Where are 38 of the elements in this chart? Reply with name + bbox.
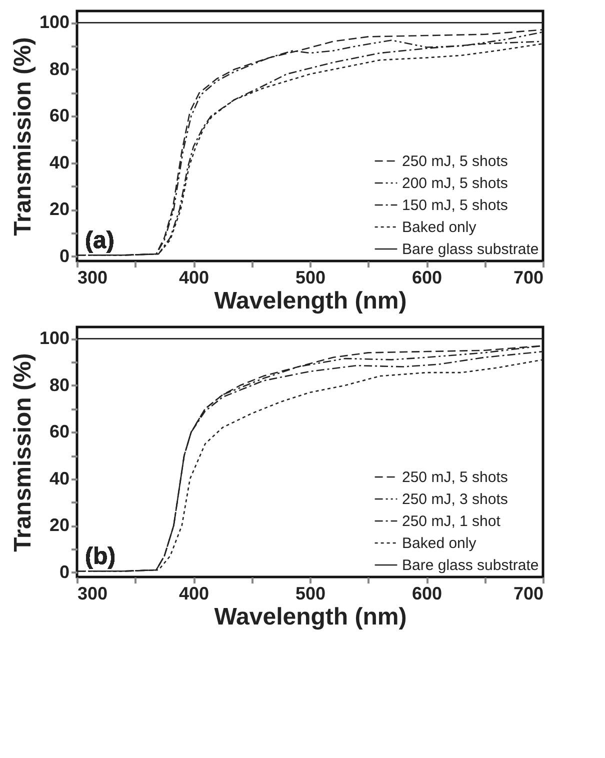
annotation: (b) <box>85 543 116 570</box>
x-tick-label: 700 <box>513 268 544 288</box>
legend-label: 250 mJ, 5 shots <box>402 153 508 170</box>
y-tick-label: 100 <box>39 12 70 32</box>
legend-label: 250 mJ, 1 shot <box>402 513 502 530</box>
y-tick-label: 80 <box>49 374 70 395</box>
x-tick-label: 500 <box>295 584 326 604</box>
legend-label: 250 mJ, 5 shots <box>402 469 508 486</box>
legend-label: Bare glass substrate <box>402 241 539 258</box>
y-tick-label: 0 <box>59 246 70 266</box>
legend-label: Baked only <box>402 535 477 552</box>
y-tick-label: 80 <box>49 58 70 79</box>
y-tick-label: 60 <box>49 422 70 442</box>
y-tick-label: 100 <box>39 328 70 348</box>
x-tick-label: 400 <box>178 268 210 288</box>
y-tick-label: 20 <box>49 199 70 220</box>
x-tick-label: 500 <box>295 268 326 288</box>
y-axis-title: Transmission (%) <box>9 353 36 552</box>
x-tick-label: 300 <box>78 268 108 288</box>
x-axis-title: Wavelength (nm) <box>214 604 407 630</box>
legend-label: 250 mJ, 3 shots <box>402 491 508 508</box>
y-tick-label: 60 <box>49 106 70 126</box>
y-axis-title: Transmission (%) <box>9 37 36 236</box>
legend-label: 200 mJ, 5 shots <box>402 175 508 192</box>
x-tick-label: 600 <box>412 584 442 604</box>
x-axis-title: Wavelength (nm) <box>214 288 407 314</box>
legend-label: Baked only <box>402 219 477 236</box>
x-tick-label: 300 <box>78 584 108 604</box>
y-tick-label: 0 <box>59 562 70 582</box>
y-tick-label: 40 <box>49 468 70 488</box>
legend-label: Bare glass substrate <box>402 557 539 574</box>
annotation: (a) <box>85 227 114 254</box>
x-tick-label: 600 <box>412 268 442 288</box>
x-tick-label: 700 <box>513 584 544 604</box>
x-tick-label: 400 <box>178 584 210 604</box>
y-tick-label: 20 <box>49 515 70 536</box>
y-tick-label: 40 <box>49 152 70 172</box>
legend-label: 150 mJ, 5 shots <box>402 197 508 214</box>
